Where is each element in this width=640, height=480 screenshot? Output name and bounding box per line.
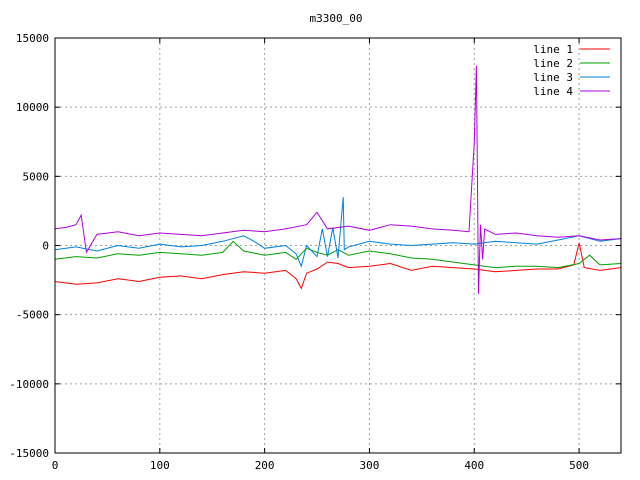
x-tick-label: 100	[150, 459, 170, 472]
plot-frame	[54, 37, 622, 454]
x-tick-label: 0	[52, 459, 59, 472]
grid	[55, 38, 621, 453]
legend-label: line 1	[533, 43, 573, 56]
axes: -15000 -10000 -5000 0 5000 10000 15000 0 100 200 3…	[9, 32, 621, 472]
legend-label: line 2	[533, 57, 573, 70]
chart-title: m3300_00	[310, 12, 363, 25]
x-tick-label: 200	[255, 459, 275, 472]
series-line-1	[54, 242, 622, 290]
y-tick-label: 15000	[16, 32, 49, 45]
legend-label: line 3	[533, 71, 573, 84]
y-tick-label: -5000	[16, 309, 49, 322]
y-tick-label: 0	[42, 240, 49, 253]
y-tick-label: -15000	[9, 447, 49, 460]
y-tick-label: 10000	[16, 101, 49, 114]
x-tick-label: 400	[464, 459, 484, 472]
series-line-4	[54, 65, 622, 294]
y-tick-label: -10000	[9, 378, 49, 391]
series-line-3	[54, 197, 622, 268]
y-tick-label: 5000	[23, 170, 50, 183]
x-tick-label: 300	[360, 459, 380, 472]
series-lines	[54, 65, 622, 294]
legend-label: line 4	[533, 85, 573, 98]
x-tick-label: 500	[569, 459, 589, 472]
